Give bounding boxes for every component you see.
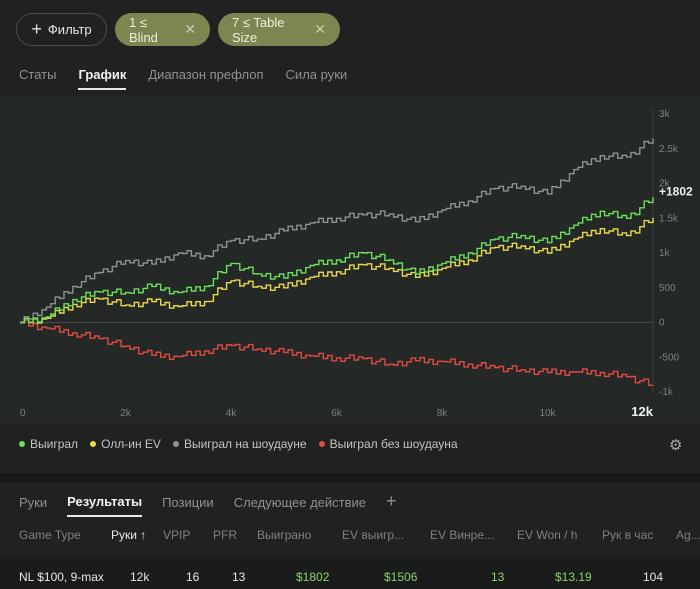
x-tick-label: 0 [20, 408, 26, 419]
chart-legend: Выиграл Олл-ин EV Выиграл на шоудауне Вы… [19, 437, 470, 451]
tab-stats[interactable]: Статы [19, 67, 57, 82]
bottom-tabs: Руки Результаты Позиции Следующее действ… [19, 491, 397, 517]
x-tick-label: 12k [631, 404, 653, 419]
cell-pfr: 13 [232, 570, 246, 584]
tab-positions[interactable]: Позиции [162, 495, 214, 510]
column-header[interactable]: PFR [213, 528, 237, 542]
x-tick-label: 4k [226, 408, 238, 419]
cell-won: $1802 [296, 570, 330, 584]
series-line [20, 217, 654, 324]
column-header[interactable]: VPIP [163, 528, 191, 542]
add-filter-label: Фильтр [47, 22, 92, 37]
filter-bar: + Фильтр 1 ≤ Blind ✕ 7 ≤ Table Size ✕ [16, 13, 340, 46]
close-icon[interactable]: ✕ [184, 21, 196, 37]
column-header[interactable]: Выиграно [257, 528, 312, 542]
section-divider [0, 473, 700, 483]
legend-dot [318, 441, 325, 447]
legend-dot [19, 441, 25, 447]
y-tick-label: 500 [659, 283, 676, 294]
filter-chip-blind[interactable]: 1 ≤ Blind ✕ [115, 13, 210, 46]
y-tick-label: -1k [659, 387, 674, 398]
series-line [20, 319, 654, 386]
x-tick-label: 6k [331, 408, 343, 419]
x-tick-label: 2k [120, 408, 132, 419]
series-line [20, 197, 654, 324]
y-tick-label: -500 [659, 352, 679, 363]
legend-item-won[interactable]: Выиграл [19, 437, 78, 451]
column-header[interactable]: EV выигр... [342, 528, 405, 542]
tab-preflop-range[interactable]: Диапазон префлоп [148, 67, 264, 82]
column-header[interactable]: EV Винре... [430, 528, 495, 542]
legend-label: Выиграл [30, 437, 79, 451]
legend-dot [172, 441, 179, 447]
cell-ev-won-per-hour: $13.19 [555, 570, 592, 584]
y-tick-label: 3k [659, 109, 671, 120]
plus-icon: + [31, 18, 42, 39]
legend-label: Выиграл на шоудауне [183, 437, 307, 451]
legend-item-non-showdown[interactable]: Выиграл без шоудауна [318, 437, 458, 451]
y-tick-label: 0 [659, 318, 665, 329]
column-header-sorted[interactable]: Руки ↑ [111, 528, 147, 542]
x-tick-label: 8k [437, 408, 449, 419]
legend-label: Выиграл без шоудауна [329, 437, 458, 451]
column-header[interactable]: Ag... [676, 528, 700, 542]
column-header[interactable]: Game Type [19, 528, 81, 542]
y-tick-label: 2.5k [659, 144, 679, 155]
y-tick-label: 1k [659, 248, 671, 259]
filter-chip-label: 7 ≤ Table Size [232, 14, 285, 45]
profit-chart: 3k 2.5k 2k 1.5k 1k 500 0 -500 -1k 0 2k 4k 6k 8k 10k 12k… [20, 108, 693, 419]
tab-hand-strength[interactable]: Сила руки [285, 67, 348, 82]
legend-dot [90, 441, 97, 447]
series-line [20, 138, 654, 324]
tab-results[interactable]: Результаты [67, 494, 143, 517]
gear-icon[interactable]: ⚙ [669, 437, 683, 454]
end-value-label: +1802 [659, 184, 693, 198]
column-header[interactable]: EV Won / h [517, 528, 578, 542]
add-filter-button[interactable]: + Фильтр [16, 13, 107, 46]
cell-vpip: 16 [186, 570, 200, 584]
tab-graph[interactable]: График [78, 67, 127, 90]
table-row[interactable] [0, 557, 700, 589]
legend-label: Олл-ин EV [101, 437, 161, 451]
cell-game-type: NL $100, 9-max [19, 570, 104, 584]
y-tick-label: 1.5k [659, 213, 679, 224]
column-header[interactable]: Рук в час [602, 528, 654, 542]
top-tabs: Статы График Диапазон префлоп Сила руки [19, 67, 369, 90]
cell-hands-per-hour: 104 [643, 570, 664, 584]
legend-item-showdown[interactable]: Выиграл на шоудауне [172, 437, 307, 451]
tab-hands[interactable]: Руки [19, 495, 48, 510]
cell-ev-won: $1506 [384, 570, 418, 584]
cell-hands: 12k [130, 570, 150, 584]
x-tick-label: 10k [539, 408, 556, 419]
y-tick-label: 2k [659, 179, 671, 190]
tab-next-action[interactable]: Следующее действие [233, 495, 367, 510]
add-tab-icon[interactable]: + [386, 491, 397, 511]
cell-ev-winrate: 13 [491, 570, 505, 584]
filter-chip-table-size[interactable]: 7 ≤ Table Size ✕ [218, 13, 340, 46]
legend-item-allin-ev[interactable]: Олл-ин EV [90, 437, 161, 451]
filter-chip-label: 1 ≤ Blind [129, 14, 158, 45]
close-icon[interactable]: ✕ [314, 21, 326, 37]
table-header: Game Type Руки ↑ VPIP PFR Выиграно EV вы… [0, 528, 700, 548]
